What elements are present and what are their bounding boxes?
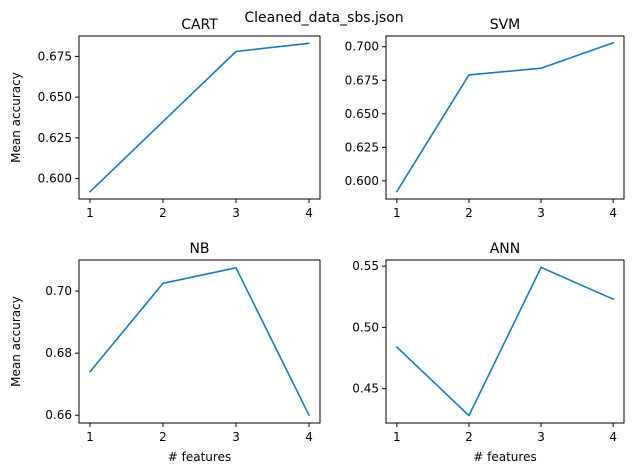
axes-frame-svm [385, 35, 625, 200]
y-tick-label-nb-2: 0.68 [45, 346, 72, 360]
x-tick-label-cart-2: 2 [159, 206, 167, 220]
x-tick-label-cart-4: 4 [305, 206, 313, 220]
x-tick-label-svm-1: 1 [393, 206, 401, 220]
subplot-cart: 1 2 3 4 0.600 0.625 0.650 0.675 CART Mean accurac… [9, 17, 321, 220]
subplot-title-svm: SVM [490, 17, 521, 33]
axes-frame-cart [78, 35, 321, 200]
x-tick-label-svm-2: 2 [465, 206, 473, 220]
y-tick-label-cart-1: 0.600 [38, 172, 72, 186]
x-tick-label-svm-4: 4 [609, 206, 617, 220]
subplot-ann: 1 2 3 4 0.45 0.50 0.55 ANN # features [352, 241, 625, 464]
y-tick-label-svm-2: 0.625 [345, 140, 379, 154]
series-line-ann [395, 266, 615, 417]
x-tick-label-nb-3: 3 [232, 430, 240, 444]
figure-suptitle: Cleaned_data_sbs.json [244, 10, 403, 26]
x-tick-label-ann-2: 2 [465, 430, 473, 444]
series-line-cart [89, 42, 310, 193]
y-tick-label-svm-4: 0.675 [345, 73, 379, 87]
x-tick-label-nb-4: 4 [305, 430, 313, 444]
x-axis-label-ann: # features [473, 450, 536, 464]
subplot-grid: 1 2 3 4 0.600 0.625 0.650 0.675 CART Mean accurac… [9, 17, 625, 464]
y-tick-label-ann-3: 0.55 [352, 259, 379, 273]
x-tick-label-nb-2: 2 [159, 430, 167, 444]
y-axis-label-nb: Mean accuracy [9, 296, 23, 387]
y-tick-label-cart-4: 0.675 [38, 49, 72, 63]
axes-frame-ann [385, 259, 625, 424]
series-line-nb [89, 266, 310, 417]
x-tick-label-nb-1: 1 [86, 430, 94, 444]
y-tick-label-svm-1: 0.600 [345, 174, 379, 188]
subplot-nb: 1 2 3 4 0.66 0.68 0.70 NB # features Mean accurac… [9, 241, 321, 464]
y-tick-label-ann-2: 0.50 [352, 320, 379, 334]
subplot-svm: 1 2 3 4 0.600 0.625 0.650 0.675 0.700 SVM [345, 17, 625, 220]
y-tick-label-nb-3: 0.70 [45, 284, 72, 298]
y-tick-label-nb-1: 0.66 [45, 408, 72, 422]
y-axis-label-cart: Mean accuracy [9, 72, 23, 163]
x-tick-label-ann-3: 3 [537, 430, 545, 444]
y-tick-label-svm-3: 0.650 [345, 107, 379, 121]
x-tick-label-cart-3: 3 [232, 206, 240, 220]
axes-frame-nb [78, 259, 321, 424]
y-tick-label-ann-1: 0.45 [352, 382, 379, 396]
x-tick-label-svm-3: 3 [537, 206, 545, 220]
y-tick-label-svm-5: 0.700 [345, 40, 379, 54]
series-line-svm [395, 41, 615, 193]
subplot-title-ann: ANN [490, 241, 521, 257]
subplot-title-nb: NB [189, 241, 209, 257]
y-tick-label-cart-3: 0.650 [38, 90, 72, 104]
x-tick-label-cart-1: 1 [86, 206, 94, 220]
subplot-title-cart: CART [181, 17, 218, 33]
y-tick-label-cart-2: 0.625 [38, 131, 72, 145]
x-tick-label-ann-1: 1 [393, 430, 401, 444]
x-tick-label-ann-4: 4 [609, 430, 617, 444]
x-axis-label-nb: # features [168, 450, 231, 464]
